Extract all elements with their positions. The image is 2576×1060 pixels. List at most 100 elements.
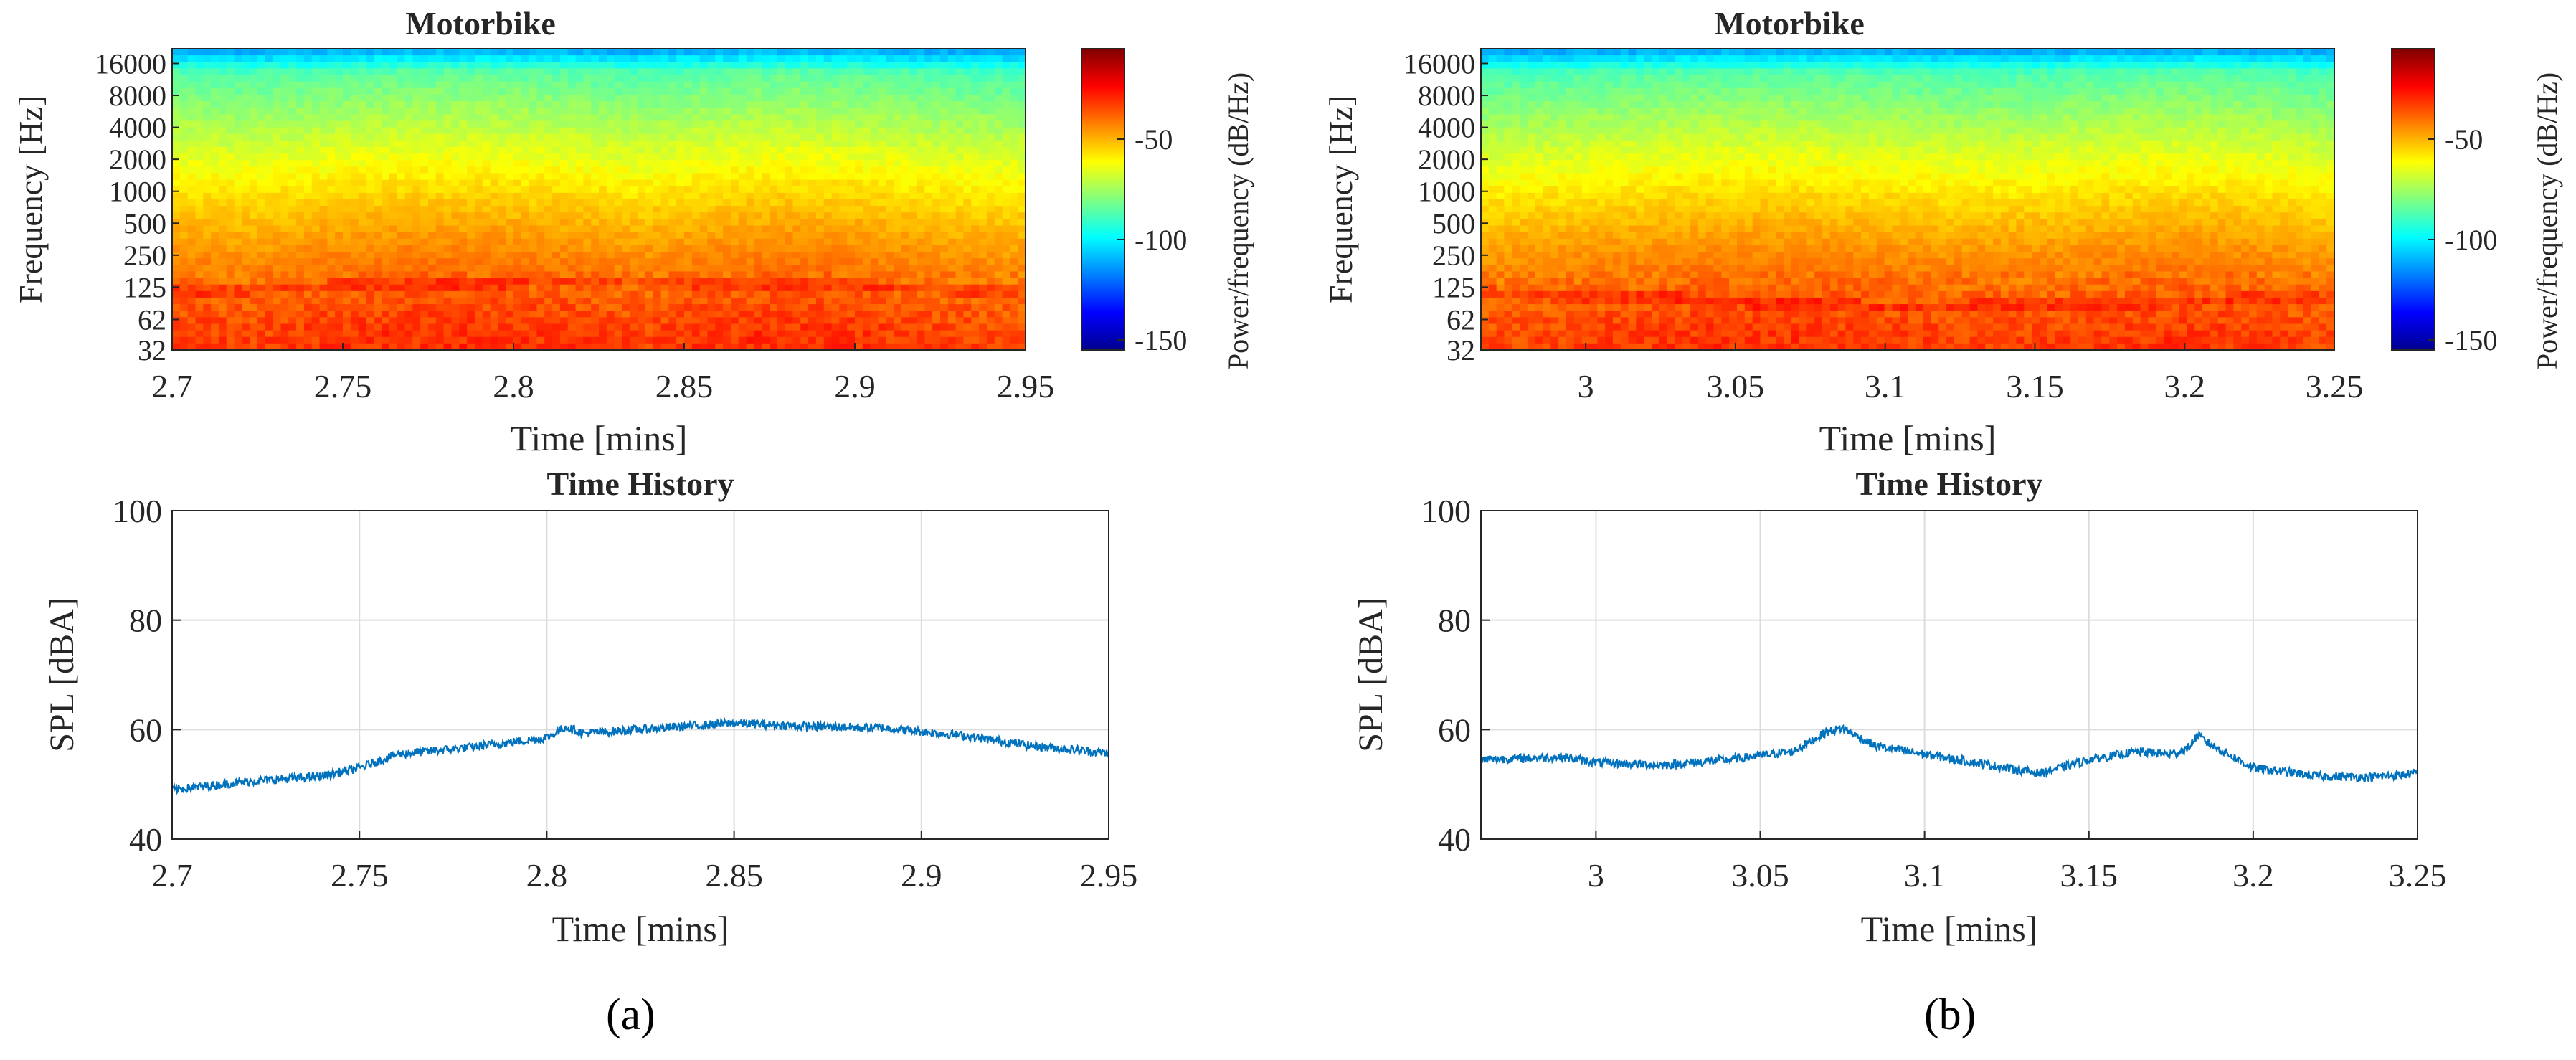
- spectrogram-cell: [808, 68, 817, 76]
- spectrogram-cell: [172, 94, 181, 102]
- spectrogram-cell: [715, 62, 724, 69]
- spectrogram-cell: [319, 252, 328, 259]
- spectrogram-cell: [172, 278, 181, 285]
- spectrogram-cell: [894, 81, 902, 89]
- spectrogram-cell: [1002, 343, 1010, 351]
- spectrogram-cell: [668, 114, 677, 122]
- spectrogram-cell: [374, 199, 382, 207]
- spectrogram-cell: [303, 238, 313, 246]
- spectrogram-cell: [878, 173, 886, 181]
- spectrogram-cell: [319, 271, 328, 279]
- spectrogram-cell: [606, 297, 615, 305]
- spectrogram-cell: [311, 127, 321, 135]
- spectrogram-cell: [684, 219, 693, 227]
- spectrogram-cell: [963, 55, 972, 62]
- spectrogram-cell: [808, 290, 817, 298]
- spectrogram-cell: [994, 265, 1003, 273]
- spectrogram-cell: [994, 258, 1003, 265]
- spectrogram-cell: [591, 62, 600, 69]
- spectrogram-cell: [699, 206, 709, 213]
- spectrogram-cell: [986, 317, 995, 325]
- spectrogram-cell: [567, 127, 577, 135]
- spectrogram-cell: [622, 75, 630, 82]
- spectrogram-cell: [730, 336, 739, 344]
- spectrogram-cell: [319, 140, 328, 148]
- spectrogram-cell: [940, 133, 949, 141]
- spectrogram-cell: [280, 271, 289, 279]
- spectrogram-cell: [443, 278, 453, 285]
- spectrogram-cell: [955, 81, 965, 89]
- spectrogram-cell: [924, 55, 933, 62]
- spectrogram-cell: [994, 166, 1003, 174]
- spectrogram-cell: [397, 330, 406, 338]
- spectrogram-cell: [459, 101, 468, 108]
- spectrogram-cell: [878, 245, 886, 252]
- spectrogram-cell: [506, 265, 514, 273]
- spectrogram-cell: [575, 219, 584, 227]
- spectrogram-cell: [506, 336, 514, 344]
- spectrogram-cell: [172, 284, 181, 292]
- spectrogram-cell: [1010, 199, 1018, 207]
- spectrogram-cell: [606, 87, 615, 95]
- spectrogram-cell: [575, 225, 584, 233]
- spectrogram-cell: [909, 297, 918, 305]
- spectrogram-cell: [770, 258, 778, 265]
- spectrogram-cell: [536, 49, 545, 56]
- spectrogram-cell: [792, 101, 801, 108]
- spectrogram-cell: [979, 199, 988, 207]
- spectrogram-cell: [397, 258, 406, 265]
- spectrogram-cell: [474, 49, 483, 56]
- spectrogram-cell: [303, 206, 313, 213]
- spectrogram-cell: [770, 199, 778, 207]
- spectrogram-cell: [435, 284, 445, 292]
- spectrogram-cell: [839, 311, 848, 318]
- spectrogram-cell: [482, 153, 491, 161]
- spectrogram-cell: [343, 252, 351, 259]
- spectrogram-cell: [746, 146, 754, 154]
- spectrogram-cell: [552, 219, 561, 227]
- spectrogram-cell: [203, 55, 212, 62]
- spectrogram-cell: [234, 153, 242, 161]
- spectrogram-cell: [389, 94, 398, 102]
- spectrogram-cell: [172, 297, 181, 305]
- spectrogram-cell: [218, 330, 227, 338]
- spectrogram-cell: [343, 317, 351, 325]
- spectrogram-cell: [738, 232, 747, 240]
- spectrogram-cell: [855, 75, 863, 82]
- spectrogram-cell: [451, 252, 460, 259]
- spectrogram-cell: [792, 75, 801, 82]
- spectrogram-cell: [792, 140, 801, 148]
- spectrogram-cell: [839, 55, 848, 62]
- spectrogram-cell: [855, 225, 863, 233]
- spectrogram-cell: [932, 238, 941, 246]
- spectrogram-cell: [839, 114, 848, 122]
- spectrogram-cell: [792, 173, 801, 181]
- spectrogram-cell: [738, 330, 747, 338]
- spectrogram-cell: [746, 225, 754, 233]
- spectrogram-cell: [668, 94, 677, 102]
- spectrogram-cell: [738, 252, 747, 259]
- spectrogram-cell: [622, 336, 630, 344]
- spectrogram-cell: [746, 62, 754, 69]
- spectrogram-cell: [901, 55, 910, 62]
- spectrogram-cell: [762, 68, 770, 76]
- spectrogram-cell: [311, 336, 321, 344]
- spectrogram-cell: [660, 101, 669, 108]
- spectrogram-cell: [242, 258, 250, 265]
- spectrogram-cell: [591, 75, 600, 82]
- spectrogram-cell: [1010, 173, 1018, 181]
- spectrogram-cell: [335, 311, 344, 318]
- spectrogram-cell: [490, 311, 498, 318]
- spectrogram-cell: [343, 199, 351, 207]
- spectrogram-cell: [536, 179, 545, 187]
- spectrogram-cell: [994, 49, 1003, 56]
- spectrogram-cell: [792, 186, 801, 194]
- spectrogram-cell: [513, 265, 522, 273]
- spectrogram-cell: [187, 323, 196, 331]
- spectrogram-cell: [218, 323, 227, 331]
- spectrogram-cell: [179, 140, 189, 148]
- spectrogram-cell: [187, 278, 196, 285]
- spectrogram-cell: [707, 186, 716, 194]
- spectrogram-cell: [443, 68, 453, 76]
- spectrogram-cell: [397, 94, 406, 102]
